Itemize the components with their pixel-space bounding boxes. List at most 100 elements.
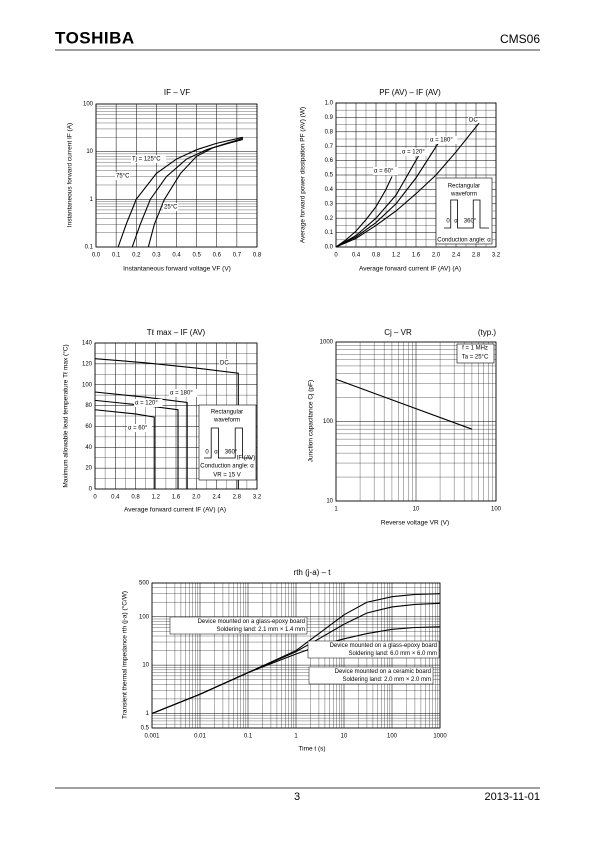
label-bg	[169, 389, 198, 397]
y-tick-label: 0.6	[325, 158, 334, 164]
y-axis-label: Average forward power dissipation PF (AV…	[300, 107, 307, 243]
x-axis-label: Average forward current IF (AV) (A)	[359, 266, 461, 273]
series-detail: Soldering land: 6.0 mm × 6.0 mm	[348, 651, 437, 657]
page-number: 3	[294, 791, 300, 803]
annotation: f = 1 MHz	[462, 346, 488, 352]
x-tick-label: 0	[334, 253, 338, 259]
x-tick-label: 0.4	[352, 253, 361, 259]
plot-frame	[95, 103, 258, 248]
x-tick-label: 0.6	[213, 253, 222, 259]
curve	[94, 409, 155, 489]
series-label: α = 60°	[374, 169, 394, 175]
chart-title: rth (j-a) – t	[294, 568, 332, 577]
waveform	[204, 427, 252, 459]
note-box	[435, 177, 493, 245]
series-label: α = 120°	[135, 401, 158, 407]
y-axis-label: Instantaneous forward current IF (A)	[67, 123, 74, 227]
plot-frame	[94, 342, 258, 490]
note-box	[456, 343, 495, 364]
x-tick-label: 0.8	[253, 253, 262, 259]
date: 2013-11-01	[485, 791, 540, 803]
x-tick-label: 10	[341, 734, 348, 740]
x-tick-label: 0.8	[131, 495, 140, 501]
annotation: Rectangular	[448, 184, 480, 190]
annotation: Rectangular	[211, 410, 243, 416]
y-tick-label: 40	[85, 445, 92, 451]
annotation: 360°	[225, 450, 238, 456]
curve	[94, 399, 179, 489]
label-bg	[127, 424, 153, 432]
annotation: Conduction angle: α	[437, 238, 491, 244]
x-tick-label: 0	[93, 495, 97, 501]
label-bg	[115, 172, 131, 180]
y-tick-label: 0.0	[325, 245, 334, 251]
curve	[94, 391, 188, 489]
part-number: CMS06	[500, 32, 540, 46]
y-tick-label: 500	[139, 581, 150, 587]
x-tick-label: 0.5	[192, 253, 201, 259]
y-tick-label: 0.8	[325, 129, 334, 135]
chart-title: IF – VF	[164, 88, 190, 97]
x-tick-label: 1.6	[172, 495, 181, 501]
y-tick-label: 1	[90, 197, 94, 203]
annotation: waveform	[450, 192, 477, 198]
label-bg	[134, 399, 163, 407]
annotation: Ta = 25°C	[462, 355, 489, 361]
plot-frame	[151, 582, 441, 729]
y-tick-label: 10	[142, 663, 149, 669]
series-box	[307, 640, 440, 659]
annotation: 0	[205, 450, 209, 456]
y-tick-label: 80	[85, 403, 92, 409]
chart-title: Cj – VR	[384, 328, 412, 337]
brand: TOSHIBA	[55, 28, 135, 47]
curve	[335, 176, 393, 248]
series-detail: Soldering land: 2.1 mm × 1.4 mm	[216, 627, 305, 633]
label-bg	[401, 148, 430, 156]
x-tick-label: 100	[491, 507, 502, 513]
annotation: VR = 15 V	[213, 473, 241, 479]
y-tick-label: 0.1	[325, 230, 334, 236]
note-box	[198, 404, 257, 481]
label-bg	[468, 116, 477, 124]
y-tick-label: 0.7	[325, 144, 334, 150]
x-tick-label: 10	[413, 507, 420, 513]
x-axis-label: Time t (s)	[298, 746, 325, 753]
annotation: α	[214, 450, 218, 456]
x-axis-label: Average forward current IF (AV) (A)	[124, 507, 226, 514]
series-label: α = 180°	[170, 391, 193, 397]
series-box	[308, 666, 434, 685]
curve	[335, 378, 473, 430]
label-bg	[163, 203, 179, 211]
x-tick-label: 0.3	[152, 253, 161, 259]
y-tick-label: 1	[146, 711, 150, 717]
series-label: α = 60°	[128, 426, 148, 432]
x-tick-label: 1.2	[152, 495, 161, 501]
y-tick-label: 100	[82, 382, 93, 388]
plot-frame	[335, 341, 497, 502]
x-tick-label: 0.01	[194, 734, 206, 740]
curve	[335, 140, 441, 248]
x-tick-label: 2.0	[432, 253, 441, 259]
x-tick-label: 1000	[433, 734, 447, 740]
y-axis-label: Junction capacitance Cj (pF)	[308, 380, 315, 462]
y-tick-label: 100	[323, 419, 334, 425]
y-tick-label: 0.5	[325, 173, 334, 179]
y-tick-label: 20	[85, 466, 92, 472]
series-label: Device mounted on a glass-epoxy board	[198, 619, 305, 625]
x-tick-label: 3.2	[492, 253, 501, 259]
y-tick-label: 10	[326, 499, 333, 505]
series-label: DC	[220, 361, 229, 367]
x-tick-label: 0.001	[144, 734, 160, 740]
series-label: Device mounted on a ceramic board	[335, 669, 431, 675]
y-axis-label: Transient thermal impedance rth (j-a) (°…	[121, 591, 129, 719]
x-tick-label: 2.4	[212, 495, 221, 501]
x-tick-label: 1	[294, 734, 298, 740]
plot-frame	[335, 102, 497, 248]
series-detail: Soldering land: 2.0 mm × 2.0 mm	[342, 677, 431, 683]
y-tick-label: 100	[83, 102, 94, 108]
annotation: Conduction angle: α	[200, 464, 254, 470]
curve	[117, 136, 244, 248]
y-tick-label: 140	[82, 341, 93, 347]
y-tick-label: 0.4	[325, 187, 334, 193]
